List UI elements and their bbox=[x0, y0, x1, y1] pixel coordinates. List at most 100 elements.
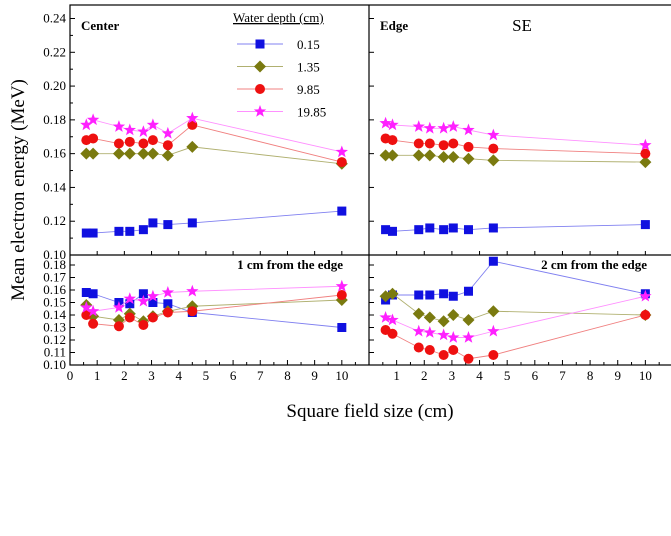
data-point-star bbox=[335, 279, 348, 292]
data-point-diamond bbox=[161, 149, 174, 162]
data-point-circle bbox=[147, 312, 158, 323]
data-point-square bbox=[439, 225, 449, 235]
data-point-diamond bbox=[123, 147, 136, 160]
y-tick-label-top: 0.18 bbox=[43, 112, 66, 127]
data-point-circle bbox=[88, 133, 99, 144]
data-point-square bbox=[387, 226, 397, 236]
panel-title: 2 cm from the edge bbox=[541, 257, 647, 272]
data-point-star bbox=[462, 123, 475, 136]
data-point-circle bbox=[438, 140, 449, 151]
data-point-circle bbox=[438, 350, 449, 360]
corner-label: SE bbox=[512, 16, 532, 35]
legend-label: 19.85 bbox=[297, 105, 326, 120]
data-point-square bbox=[148, 218, 158, 228]
data-point-square bbox=[337, 323, 347, 332]
data-point-square bbox=[138, 225, 148, 235]
data-point-star bbox=[379, 116, 392, 129]
data-point-star bbox=[80, 118, 93, 131]
x-tick-label: 8 bbox=[587, 368, 594, 383]
x-tick-label: 9 bbox=[614, 368, 621, 383]
data-point-circle bbox=[162, 307, 173, 318]
data-point-square bbox=[163, 220, 173, 230]
x-tick-label: 2 bbox=[121, 368, 128, 383]
data-point-star bbox=[146, 289, 160, 302]
data-point-square bbox=[163, 299, 173, 309]
data-point-circle bbox=[424, 345, 435, 355]
panel-title: Center bbox=[81, 18, 119, 33]
y-tick-label-top: 0.10 bbox=[43, 247, 66, 262]
data-point-diamond bbox=[447, 151, 460, 164]
panel-title: 1 cm from the edge bbox=[237, 257, 343, 272]
data-point-diamond bbox=[437, 315, 450, 328]
data-point-circle bbox=[463, 353, 474, 364]
data-point-star bbox=[423, 326, 436, 338]
data-point-diamond bbox=[447, 309, 460, 321]
data-point-circle bbox=[413, 138, 424, 149]
x-tick-label: 9 bbox=[311, 368, 318, 383]
data-point-square bbox=[488, 256, 498, 266]
x-tick-label: 4 bbox=[175, 368, 182, 383]
data-point-star bbox=[379, 311, 392, 323]
data-point-circle bbox=[387, 328, 398, 339]
data-point-star bbox=[86, 304, 100, 317]
y-tick-label-top: 0.24 bbox=[43, 11, 66, 26]
data-point-square bbox=[448, 223, 458, 233]
legend-label: 9.85 bbox=[297, 82, 320, 97]
series-line-diamond bbox=[86, 146, 342, 165]
data-point-star bbox=[412, 324, 425, 337]
data-point-square bbox=[88, 228, 98, 238]
y-tick-label-bottom: 0.11 bbox=[44, 345, 66, 360]
data-point-star bbox=[487, 324, 500, 337]
data-point-circle bbox=[162, 140, 173, 151]
data-point-circle bbox=[138, 138, 149, 149]
data-point-square bbox=[81, 288, 91, 297]
x-tick-label: 6 bbox=[230, 368, 237, 383]
data-point-circle bbox=[113, 321, 124, 332]
data-marks bbox=[80, 111, 652, 364]
data-point-diamond bbox=[87, 147, 100, 160]
data-point-star bbox=[137, 294, 150, 307]
legend-marker-star bbox=[253, 105, 267, 117]
series-line-circle bbox=[85, 294, 342, 327]
x-axis-title: Square field size (cm) bbox=[286, 401, 453, 422]
y-tick-label-bottom: 0.10 bbox=[43, 357, 66, 372]
data-point-square bbox=[463, 225, 473, 235]
data-point-circle bbox=[413, 342, 424, 353]
data-point-square bbox=[488, 223, 498, 233]
data-point-star bbox=[447, 331, 460, 343]
data-point-star bbox=[447, 120, 460, 132]
data-point-diamond bbox=[386, 149, 399, 162]
data-point-star bbox=[86, 113, 100, 126]
data-point-circle bbox=[640, 148, 651, 159]
data-point-star bbox=[437, 121, 450, 134]
series-line-diamond bbox=[385, 154, 646, 163]
data-point-diamond bbox=[462, 152, 475, 165]
data-point-square bbox=[448, 291, 458, 301]
legend-marker-diamond bbox=[254, 60, 266, 73]
data-point-star bbox=[423, 121, 436, 134]
legend: Water depth (cm) 0.15 1.35 9.85 19.85 bbox=[233, 10, 326, 120]
data-point-circle bbox=[124, 136, 135, 147]
data-point-square bbox=[425, 290, 435, 300]
data-point-square bbox=[114, 226, 124, 236]
data-point-circle bbox=[88, 318, 99, 329]
y-tick-label-bottom: 0.12 bbox=[43, 332, 66, 347]
y-tick-label-bottom: 0.14 bbox=[43, 307, 66, 322]
x-tick-label: 1 bbox=[94, 368, 101, 383]
data-point-square bbox=[439, 289, 449, 299]
data-point-circle bbox=[138, 320, 149, 330]
data-point-circle bbox=[640, 310, 651, 320]
data-point-star bbox=[186, 111, 199, 124]
data-point-circle bbox=[113, 138, 124, 149]
series-line-star bbox=[86, 117, 342, 153]
x-tick-label: 10 bbox=[639, 368, 652, 383]
data-point-diamond bbox=[412, 149, 425, 162]
x-tick-label: 5 bbox=[203, 368, 210, 383]
data-point-diamond bbox=[487, 305, 500, 318]
data-point-circle bbox=[448, 138, 459, 149]
data-point-star bbox=[112, 120, 126, 132]
data-point-square bbox=[640, 220, 650, 230]
data-point-star bbox=[123, 292, 136, 305]
data-point-star bbox=[161, 126, 175, 139]
y-axis-title: Mean electron energy (MeV) bbox=[8, 79, 29, 301]
